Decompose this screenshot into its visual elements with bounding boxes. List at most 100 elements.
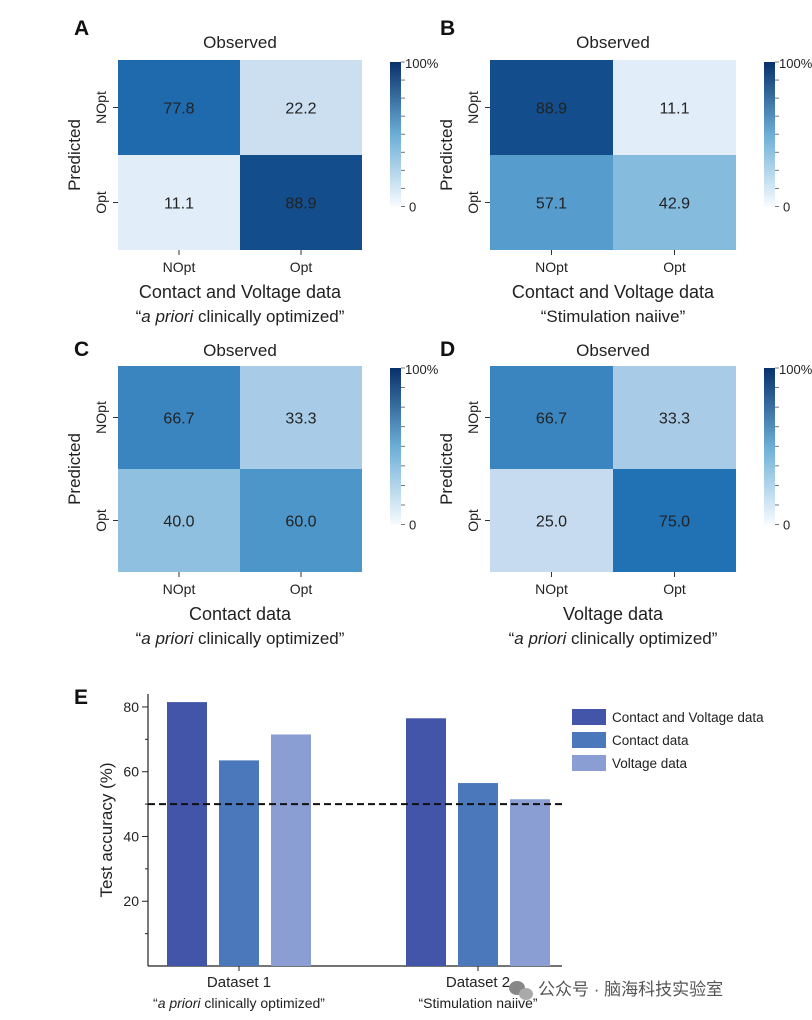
x-category-label: Dataset 2	[446, 974, 510, 991]
x-tick-label: Opt	[290, 581, 313, 597]
caption-quote: “	[136, 629, 142, 648]
bar	[510, 799, 550, 966]
wechat-icon	[509, 981, 533, 1000]
heatmap-title: Observed	[576, 341, 650, 360]
heatmap-title: Observed	[576, 33, 650, 52]
heatmap-panel-d: D Observed 66.7 33.3 25.0 75.0 NOpt Opt Predicte…	[437, 338, 812, 648]
y-tick-label: NOpt	[465, 401, 481, 434]
legend-swatch	[572, 709, 606, 725]
bar	[219, 760, 259, 966]
caption-quote: “	[153, 995, 158, 1011]
legend-label: Contact data	[612, 733, 689, 748]
y-tick-label: 80	[123, 699, 139, 715]
legend-swatch	[572, 732, 606, 748]
heatmap-subcaption: “a priori clinically optimized”	[509, 629, 718, 648]
heatmap-cell	[118, 366, 240, 469]
bar	[458, 783, 498, 966]
colorbar	[390, 368, 401, 525]
heatmap-cell	[613, 469, 736, 572]
caption-italic: a priori	[514, 629, 567, 648]
heatmap-cell	[490, 60, 613, 155]
colorbar-min-label: 0	[409, 518, 416, 533]
heatmap-cell-value: 22.2	[285, 101, 316, 118]
heatmap-cell-value: 57.1	[536, 196, 567, 213]
y-axis-label: Predicted	[437, 119, 456, 191]
heatmap-cell	[490, 366, 613, 469]
x-tick-label: NOpt	[163, 581, 196, 597]
heatmap-cell-value: 11.1	[164, 196, 194, 213]
caption-text: clinically optimized”	[566, 629, 717, 648]
heatmap-cell-value: 42.9	[659, 196, 690, 213]
y-tick-label: Opt	[93, 509, 109, 532]
y-axis-label: Test accuracy (%)	[97, 762, 116, 897]
heatmap-subcaption: “Stimulation naiive”	[541, 307, 686, 326]
heatmap-cell-value: 88.9	[536, 101, 567, 118]
heatmap-cell	[613, 366, 736, 469]
heatmap-subcaption: “a priori clinically optimized”	[136, 307, 345, 326]
colorbar	[764, 368, 775, 525]
caption-text: clinically optimized”	[193, 629, 344, 648]
heatmap-cell	[240, 60, 362, 155]
caption-quote: “	[509, 629, 515, 648]
x-category-sublabel: “Stimulation naiive”	[418, 995, 537, 1011]
heatmap-cell-value: 33.3	[659, 411, 690, 428]
caption-text: “Stimulation naiive”	[541, 307, 686, 326]
heatmap-caption: Voltage data	[563, 604, 664, 624]
y-axis-label: Predicted	[65, 433, 84, 505]
heatmap-panel-b: B Observed 88.9 11.1 57.1 42.9 NOpt Opt Predicte…	[437, 17, 812, 326]
y-axis-label: Predicted	[437, 433, 456, 505]
heatmap-cell-value: 33.3	[285, 411, 316, 428]
heatmap-cell	[240, 155, 362, 250]
panel-letter: D	[440, 338, 455, 361]
heatmap-cell	[118, 469, 240, 572]
x-category-sublabel: “a priori clinically optimized”	[153, 995, 325, 1011]
heatmap-subcaption: “a priori clinically optimized”	[136, 629, 345, 648]
caption-italic: a priori	[141, 307, 194, 326]
y-tick-label: 20	[123, 893, 139, 909]
colorbar-max-label: 100%	[405, 362, 439, 377]
y-tick-label: NOpt	[93, 401, 109, 434]
caption-text: “Stimulation naiive”	[418, 995, 537, 1011]
panel-letter: A	[74, 17, 89, 40]
watermark: 公众号 · 脑海科技实验室	[509, 980, 723, 1000]
bar	[406, 718, 446, 966]
x-tick-label: Opt	[663, 581, 686, 597]
panel-letter: C	[74, 338, 89, 361]
legend-label: Contact and Voltage data	[612, 710, 764, 725]
heatmap-cell	[490, 155, 613, 250]
heatmap-cell-value: 75.0	[659, 514, 690, 531]
colorbar-min-label: 0	[409, 199, 416, 214]
y-tick-label: Opt	[93, 191, 109, 214]
x-tick-label: NOpt	[535, 259, 568, 275]
bar	[167, 702, 207, 966]
y-tick-label: 60	[123, 764, 139, 780]
x-tick-label: NOpt	[163, 259, 196, 275]
heatmap-panel-a: A Observed 77.8 22.2 11.1 88.9 NOpt Opt Predicte…	[65, 17, 439, 326]
x-tick-label: Opt	[290, 259, 313, 275]
caption-quote: “	[136, 307, 142, 326]
x-category-label: Dataset 1	[207, 974, 271, 991]
heatmap-panel-c: C Observed 66.7 33.3 40.0 60.0 NOpt Opt Predicte…	[65, 338, 439, 648]
colorbar	[390, 62, 401, 207]
y-tick-label: Opt	[465, 191, 481, 214]
y-tick-label: 40	[123, 828, 139, 844]
heatmap-panels: A Observed 77.8 22.2 11.1 88.9 NOpt Opt Predicte…	[65, 17, 812, 648]
heatmap-cell	[613, 155, 736, 250]
heatmap-cell-value: 66.7	[536, 411, 567, 428]
x-tick-label: NOpt	[535, 581, 568, 597]
wechat-icon-bubble	[519, 988, 533, 1000]
heatmap-caption: Contact and Voltage data	[512, 282, 715, 302]
watermark-text: 公众号 · 脑海科技实验室	[538, 980, 723, 999]
colorbar-max-label: 100%	[405, 56, 439, 71]
caption-text: clinically optimized”	[200, 995, 325, 1011]
caption-text: clinically optimized”	[193, 307, 344, 326]
heatmap-cell-value: 77.8	[163, 101, 194, 118]
heatmap-cell-value: 60.0	[285, 514, 316, 531]
heatmap-title: Observed	[203, 341, 277, 360]
heatmap-caption: Contact and Voltage data	[139, 282, 342, 302]
heatmap-cell	[490, 469, 613, 572]
panel-letter: B	[440, 17, 455, 40]
heatmap-cell	[240, 469, 362, 572]
colorbar	[764, 62, 775, 207]
panel-letter: E	[74, 686, 88, 709]
